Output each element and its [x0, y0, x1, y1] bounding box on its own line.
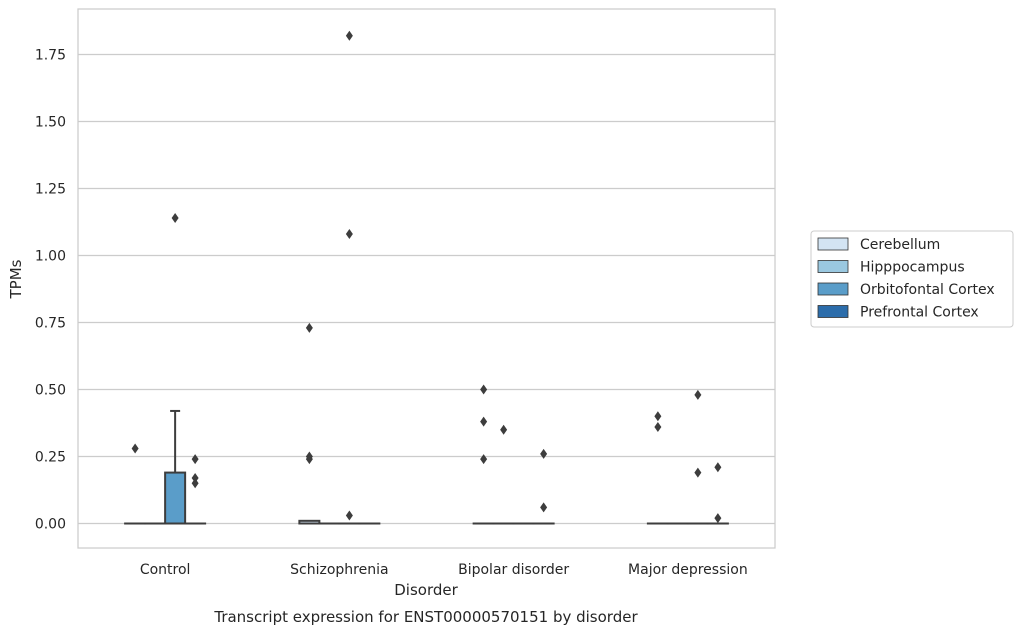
- x-tick-label: Control: [140, 562, 191, 578]
- y-tick-label: 1.50: [35, 115, 66, 131]
- outlier-point: [191, 478, 199, 489]
- chart-caption: Transcript expression for ENST0000057015…: [213, 608, 638, 626]
- legend-label: Cerebellum: [860, 237, 940, 253]
- box-group: [472, 384, 495, 525]
- plot-area-frame: [77, 8, 776, 549]
- y-tick-label: 1.75: [35, 48, 66, 64]
- outlier-point: [694, 389, 702, 400]
- outlier-point: [191, 472, 199, 483]
- outlier-point: [480, 384, 488, 395]
- box-group: [124, 443, 147, 525]
- x-tick-labels: Control Schizophrenia Bipolar disorder Majo…: [140, 562, 748, 578]
- x-tick-label: Bipolar disorder: [458, 562, 569, 578]
- legend-label: Hipppocampus: [860, 260, 965, 276]
- box-group: [532, 448, 555, 525]
- outlier-point: [540, 502, 548, 513]
- y-tick-label: 0.00: [35, 517, 66, 533]
- legend-label: Prefrontal Cortex: [860, 305, 979, 321]
- outlier-point: [131, 443, 139, 454]
- outlier-point: [345, 30, 353, 41]
- box-group: [184, 454, 207, 525]
- x-tick-label: Schizophrenia: [290, 562, 388, 578]
- grid-lines: [78, 53, 775, 525]
- outlier-point: [654, 411, 662, 422]
- box-group: [338, 30, 361, 525]
- box-group: [164, 212, 187, 525]
- box: [164, 471, 187, 525]
- outlier-point: [191, 454, 199, 465]
- legend: Cerebellum Hipppocampus Orbitofontal Corte…: [810, 230, 1014, 328]
- outlier-point: [171, 212, 179, 223]
- y-tick-label: 1.25: [35, 182, 66, 198]
- outlier-point: [540, 448, 548, 459]
- legend-items: Cerebellum Hipppocampus Orbitofontal Corte…: [817, 237, 995, 321]
- box-group: [492, 424, 515, 525]
- outlier-point: [654, 422, 662, 433]
- box-group: [298, 322, 321, 525]
- legend-swatch: [817, 237, 849, 251]
- y-tick-labels: 0.00 0.25 0.50 0.75 1.00 1.25 1.50 1.75: [35, 48, 66, 533]
- outlier-point: [694, 467, 702, 478]
- y-axis-label: TPMs: [7, 259, 25, 299]
- outlier-point: [480, 416, 488, 427]
- outlier-point: [305, 454, 313, 465]
- legend-label: Orbitofontal Cortex: [860, 282, 995, 298]
- y-tick-label: 1.00: [35, 249, 66, 265]
- legend-swatch: [817, 282, 849, 296]
- outlier-point: [345, 229, 353, 240]
- y-tick-label: 0.25: [35, 450, 66, 466]
- x-tick-label: Major depression: [628, 562, 748, 578]
- box-group: [686, 389, 709, 525]
- box-group: [646, 411, 669, 525]
- y-tick-label: 0.75: [35, 316, 66, 332]
- outlier-point: [480, 454, 488, 465]
- legend-frame: [810, 230, 1014, 328]
- box-marks: [124, 30, 729, 525]
- outlier-point: [345, 510, 353, 521]
- outlier-point: [714, 513, 722, 524]
- y-tick-label: 0.50: [35, 383, 66, 399]
- legend-swatch: [817, 260, 849, 273]
- x-axis-label: Disorder: [394, 581, 458, 599]
- legend-swatch: [817, 305, 849, 318]
- outlier-point: [305, 322, 313, 333]
- box-group: [706, 462, 729, 525]
- outlier-point: [500, 424, 508, 435]
- outlier-point: [714, 462, 722, 473]
